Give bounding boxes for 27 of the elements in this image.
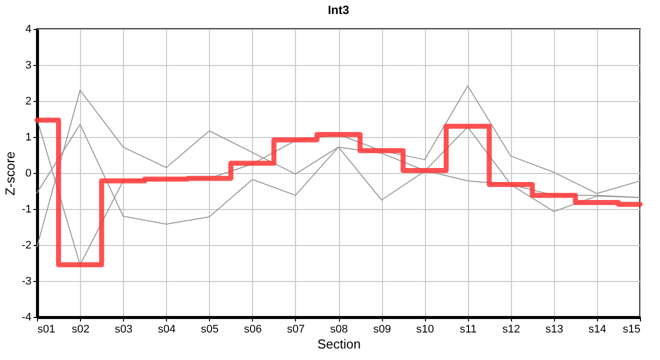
x-tick-label: s07 (287, 324, 305, 336)
y-tick-label: 4 (25, 24, 32, 36)
x-tick-label: s04 (158, 324, 176, 336)
y-axis-title: Z-score (2, 151, 18, 196)
x-tick-label: s15 (622, 324, 640, 336)
y-tick-label: 3 (25, 60, 32, 72)
x-tick-label: s01 (38, 324, 56, 336)
x-tick-label: s11 (460, 324, 477, 336)
x-tick-label: s14 (588, 324, 606, 336)
y-tick-label: -4 (22, 312, 32, 324)
y-tick-label: -1 (22, 204, 32, 216)
chart-title: Int3 (328, 3, 350, 17)
x-tick-label: s09 (373, 324, 391, 336)
y-tick-label: 1 (25, 132, 32, 144)
x-tick-label: s08 (330, 324, 348, 336)
x-tick-label: s06 (244, 324, 262, 336)
y-tick-label: -2 (22, 240, 32, 252)
x-axis-title: Section (317, 336, 361, 352)
y-tick-label: 0 (25, 168, 32, 180)
x-tick-label: s02 (72, 324, 90, 336)
y-tick-label: 2 (25, 96, 32, 108)
y-tick-label: -3 (22, 276, 32, 288)
x-tick-label: s12 (502, 324, 520, 336)
x-tick-label: s05 (200, 324, 219, 336)
x-tick-label: s03 (114, 324, 133, 336)
x-tick-label: s10 (416, 324, 434, 336)
x-tick-label: s13 (545, 324, 564, 336)
